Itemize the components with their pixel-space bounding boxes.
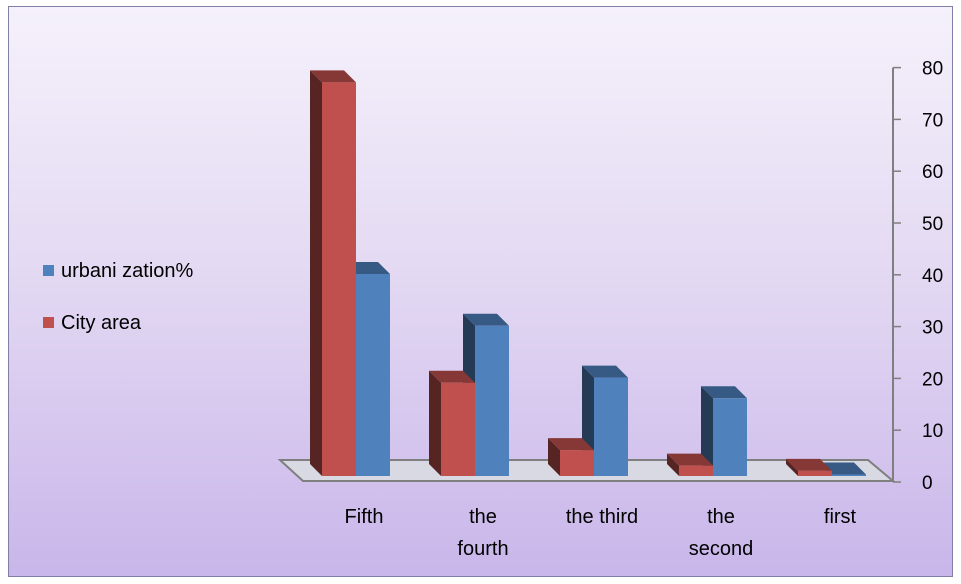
bar-front (798, 470, 832, 476)
bar-side (310, 70, 322, 476)
category-label: the (469, 506, 497, 528)
legend-swatch (43, 265, 54, 276)
bar-front (356, 273, 390, 476)
bar-top (786, 458, 832, 471)
bar-front (322, 82, 356, 476)
bar (548, 438, 594, 476)
bar (786, 458, 832, 476)
value-tick-label: 50 (922, 214, 943, 235)
bar-top (667, 453, 713, 466)
bar-front (713, 398, 747, 476)
bar (667, 453, 713, 476)
bar-top (548, 438, 594, 451)
legend-swatch (43, 317, 54, 328)
bar-front (832, 474, 866, 476)
value-tick-label: 0 (922, 473, 933, 494)
bar-top (463, 313, 509, 326)
legend: urbani zation% City area (43, 260, 194, 334)
value-tick-label: 80 (922, 59, 943, 80)
bar-side (701, 386, 713, 476)
value-tick-label: 10 (922, 421, 943, 442)
value-tick-label: 30 (922, 318, 943, 339)
bar-front (679, 465, 713, 476)
bar-front (594, 377, 628, 476)
bar-front (560, 450, 594, 476)
bar-top (701, 386, 747, 399)
bar-top (429, 370, 475, 383)
category-label: first (824, 506, 857, 528)
value-axis: 0 10 20 30 40 50 60 70 80 (892, 59, 943, 494)
bars (310, 70, 866, 476)
category-label: the (707, 506, 735, 528)
bar-side (429, 370, 441, 476)
value-tick-label: 60 (922, 162, 943, 183)
category-label: fourth (457, 538, 508, 560)
category-label: Fifth (345, 506, 384, 528)
bar (310, 70, 356, 476)
category-label: the third (566, 506, 638, 528)
value-tick-label: 20 (922, 369, 943, 390)
bar-side (786, 458, 798, 476)
bar-side (548, 438, 560, 476)
bar (701, 386, 747, 476)
value-tick-label: 40 (922, 266, 943, 287)
value-tick-label: 70 (922, 110, 943, 131)
bar-side (667, 453, 679, 476)
bar (429, 370, 475, 476)
bar-front (441, 382, 475, 476)
category-axis: Fifth the fourth the third the second first (345, 506, 857, 560)
bar-top (582, 365, 628, 378)
category-label: second (689, 538, 754, 560)
legend-label: urbani zation% (61, 260, 194, 282)
bar-front (475, 325, 509, 476)
legend-label: City area (61, 312, 142, 334)
bar-top (310, 70, 356, 83)
